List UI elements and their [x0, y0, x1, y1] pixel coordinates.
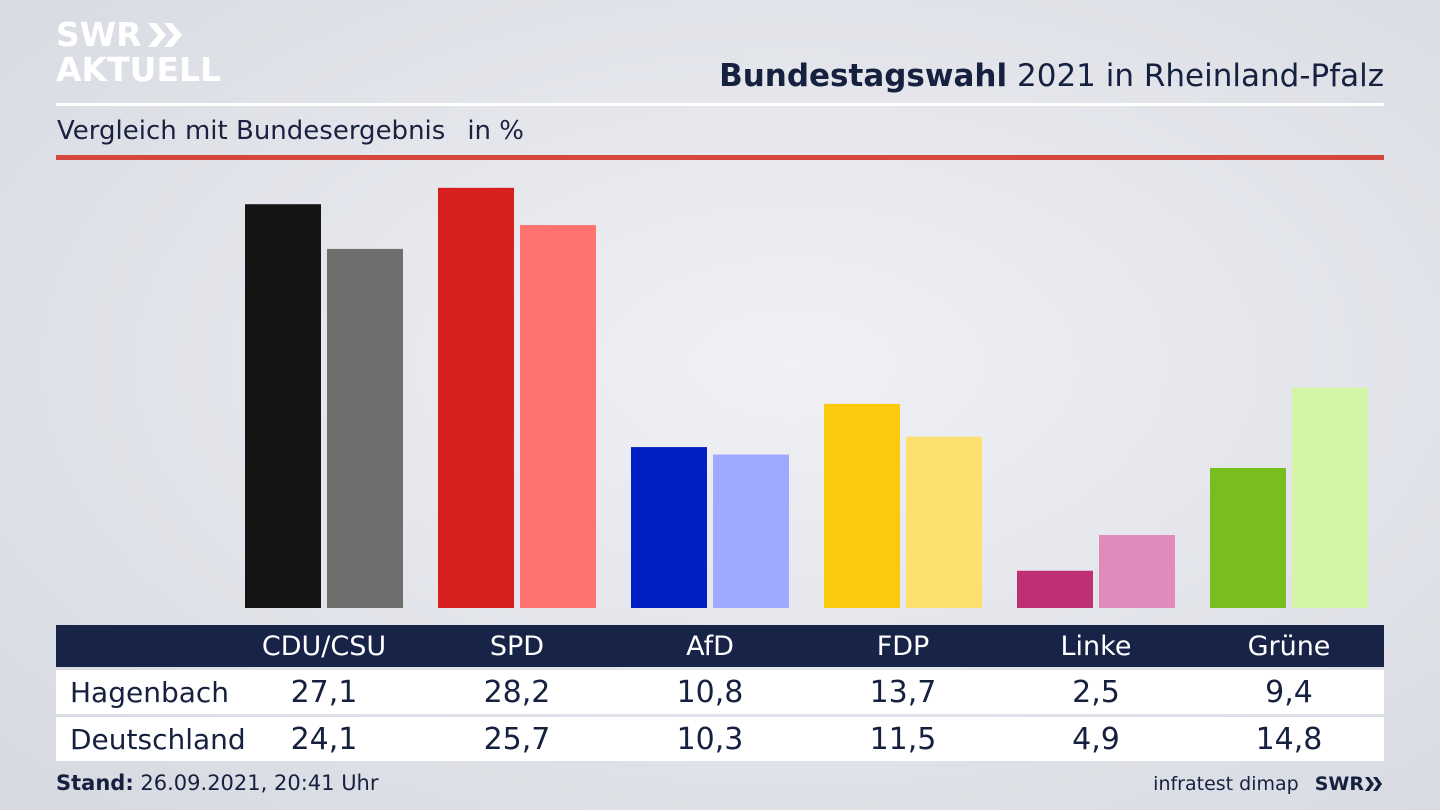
subtitle-divider: [56, 155, 1384, 160]
value-afd-hagenbach: 10,8: [676, 675, 744, 710]
column-header-gr-ne: Grüne: [1247, 631, 1331, 662]
double-chevron-icon: [147, 22, 182, 47]
column-header-fdp: FDP: [876, 631, 930, 662]
source-credit: infratest dimap SWR: [1153, 773, 1384, 795]
table-row-deutschland: Deutschland 24,1 25,7 10,3 11,5 4,9 14,8: [56, 717, 1384, 761]
bar-gr-ne-hagenbach: [1210, 467, 1286, 608]
bar-linke-deutschland: [1099, 534, 1175, 608]
table-header-row: CDU/CSU SPD AfD FDP Linke Grüne: [56, 625, 1384, 667]
value-gr-ne-hagenbach: 9,4: [1265, 675, 1313, 710]
bar-fdp-deutschland: [906, 436, 982, 608]
swr-aktuell-logo: SWR AKTUELL: [56, 18, 221, 86]
value-cdu-csu-hagenbach: 27,1: [290, 675, 358, 710]
unit-label: in %: [467, 116, 524, 146]
value-cdu-csu-deutschland: 24,1: [290, 722, 358, 757]
value-afd-deutschland: 10,3: [676, 722, 744, 757]
stand-value: 26.09.2021, 20:41 Uhr: [140, 771, 379, 795]
footer-logo-text: SWR: [1314, 773, 1364, 795]
subtitle-text: Vergleich mit Bundesergebnis: [57, 116, 446, 146]
bar-spd-hagenbach: [438, 187, 514, 608]
logo-swr-text: SWR: [56, 15, 142, 54]
double-chevron-icon: [1365, 777, 1382, 791]
chart-subtitle: Vergleich mit Bundesergebnis in %: [57, 116, 524, 146]
source-text: infratest dimap: [1153, 773, 1299, 795]
title-bold: Bundestagswahl: [719, 58, 1008, 94]
bar-linke-hagenbach: [1017, 570, 1093, 608]
bar-cdu-csu-hagenbach: [245, 204, 321, 608]
row-label: Hagenbach: [70, 676, 230, 709]
stand-label: Stand:: [56, 771, 134, 795]
value-spd-deutschland: 25,7: [483, 722, 551, 757]
bar-afd-hagenbach: [631, 447, 707, 608]
value-gr-ne-deutschland: 14,8: [1255, 722, 1323, 757]
column-header-linke: Linke: [1060, 631, 1132, 662]
title-rest: 2021 in Rheinland-Pfalz: [1017, 58, 1384, 94]
value-fdp-hagenbach: 13,7: [869, 675, 937, 710]
column-header-cdu-csu: CDU/CSU: [261, 631, 387, 662]
column-header-spd: SPD: [489, 631, 545, 662]
bar-fdp-hagenbach: [824, 403, 900, 608]
bar-afd-deutschland: [713, 454, 789, 608]
value-linke-deutschland: 4,9: [1072, 722, 1120, 757]
value-linke-hagenbach: 2,5: [1072, 675, 1120, 710]
title-divider: [56, 103, 1384, 106]
bar-gr-ne-deutschland: [1292, 387, 1368, 608]
bar-chart: [245, 187, 1368, 608]
value-spd-hagenbach: 28,2: [483, 675, 551, 710]
logo-line2: AKTUELL: [56, 50, 222, 89]
value-fdp-deutschland: 11,5: [869, 722, 937, 757]
results-table: CDU/CSU SPD AfD FDP Linke Grüne Hagenbach 27,1…: [56, 625, 1384, 761]
bar-cdu-csu-deutschland: [327, 248, 403, 608]
logo-line1: SWR: [56, 18, 221, 51]
footer-swr-logo: SWR: [1315, 773, 1384, 795]
chart-title: Bundestagswahl 2021 in Rheinland-Pfalz: [719, 58, 1384, 94]
column-header-afd: AfD: [686, 631, 734, 662]
timestamp: Stand: 26.09.2021, 20:41 Uhr: [56, 771, 379, 795]
bar-spd-deutschland: [520, 225, 596, 608]
row-label: Deutschland: [70, 723, 246, 756]
table-row-hagenbach: Hagenbach 27,1 28,2 10,8 13,7 2,5 9,4: [56, 670, 1384, 714]
